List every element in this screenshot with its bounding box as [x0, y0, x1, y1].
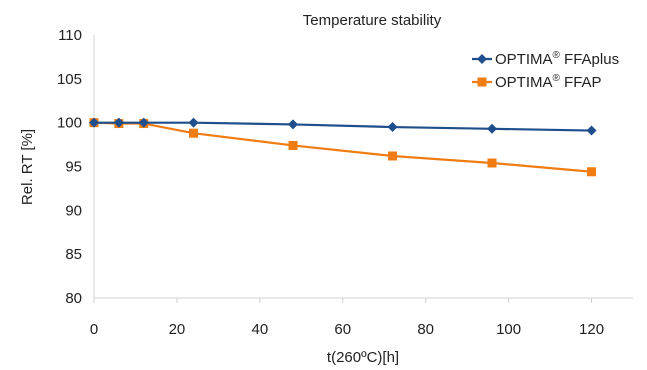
data-point-ffaplus: [487, 123, 498, 134]
data-point-ffap: [587, 167, 597, 177]
legend-marker-ffaplus: [477, 54, 487, 64]
y-tick-label: 85: [65, 246, 82, 263]
legend: OPTIMA® FFAplus OPTIMA® FFAP: [472, 50, 619, 91]
data-point-ffap: [388, 151, 398, 161]
x-tick-label: 20: [169, 321, 186, 338]
data-point-ffaplus: [89, 117, 99, 128]
x-tick-labels: 0 20 40 60 80 100 120: [90, 298, 604, 338]
axes: [93, 35, 633, 299]
y-tick-label: 80: [65, 290, 82, 307]
data-point-ffaplus: [113, 117, 124, 128]
data-point-ffaplus: [288, 119, 299, 130]
legend-label-ffap: OPTIMA® FFAP: [495, 73, 602, 91]
y-tick-label: 95: [65, 159, 82, 176]
series-ffaplus: [89, 117, 597, 136]
data-point-ffap: [288, 140, 298, 150]
x-tick-label: 100: [496, 321, 521, 338]
data-point-ffaplus: [387, 122, 398, 133]
x-tick-label: 120: [579, 321, 604, 338]
data-point-ffap: [189, 128, 199, 138]
y-tick-label: 90: [65, 202, 82, 219]
y-axis-title: Rel. RT [%]: [19, 129, 36, 205]
data-point-ffaplus: [586, 125, 597, 136]
x-tick-label: 0: [90, 321, 98, 338]
x-axis-title: t(260ºC)[h]: [327, 349, 399, 366]
legend-item-ffap: OPTIMA® FFAP: [472, 73, 602, 91]
data-point-ffaplus: [188, 117, 199, 128]
data-point-ffap: [487, 158, 497, 168]
legend-item-ffaplus: OPTIMA® FFAplus: [472, 50, 619, 68]
legend-label-ffaplus: OPTIMA® FFAplus: [495, 50, 619, 68]
x-tick-label: 60: [334, 321, 351, 338]
y-tick-label: 100: [57, 115, 82, 132]
legend-marker-ffap: [477, 77, 487, 87]
chart-title: Temperature stability: [303, 12, 442, 29]
y-tick-labels: 80 85 90 95 100 105 110: [57, 27, 82, 307]
x-tick-label: 80: [417, 321, 434, 338]
series-ffap: [89, 118, 597, 177]
data-point-ffaplus: [138, 117, 149, 128]
x-tick-label: 40: [252, 321, 269, 338]
y-tick-label: 110: [58, 27, 82, 44]
y-tick-label: 105: [57, 71, 82, 88]
series-layer: [89, 117, 597, 177]
